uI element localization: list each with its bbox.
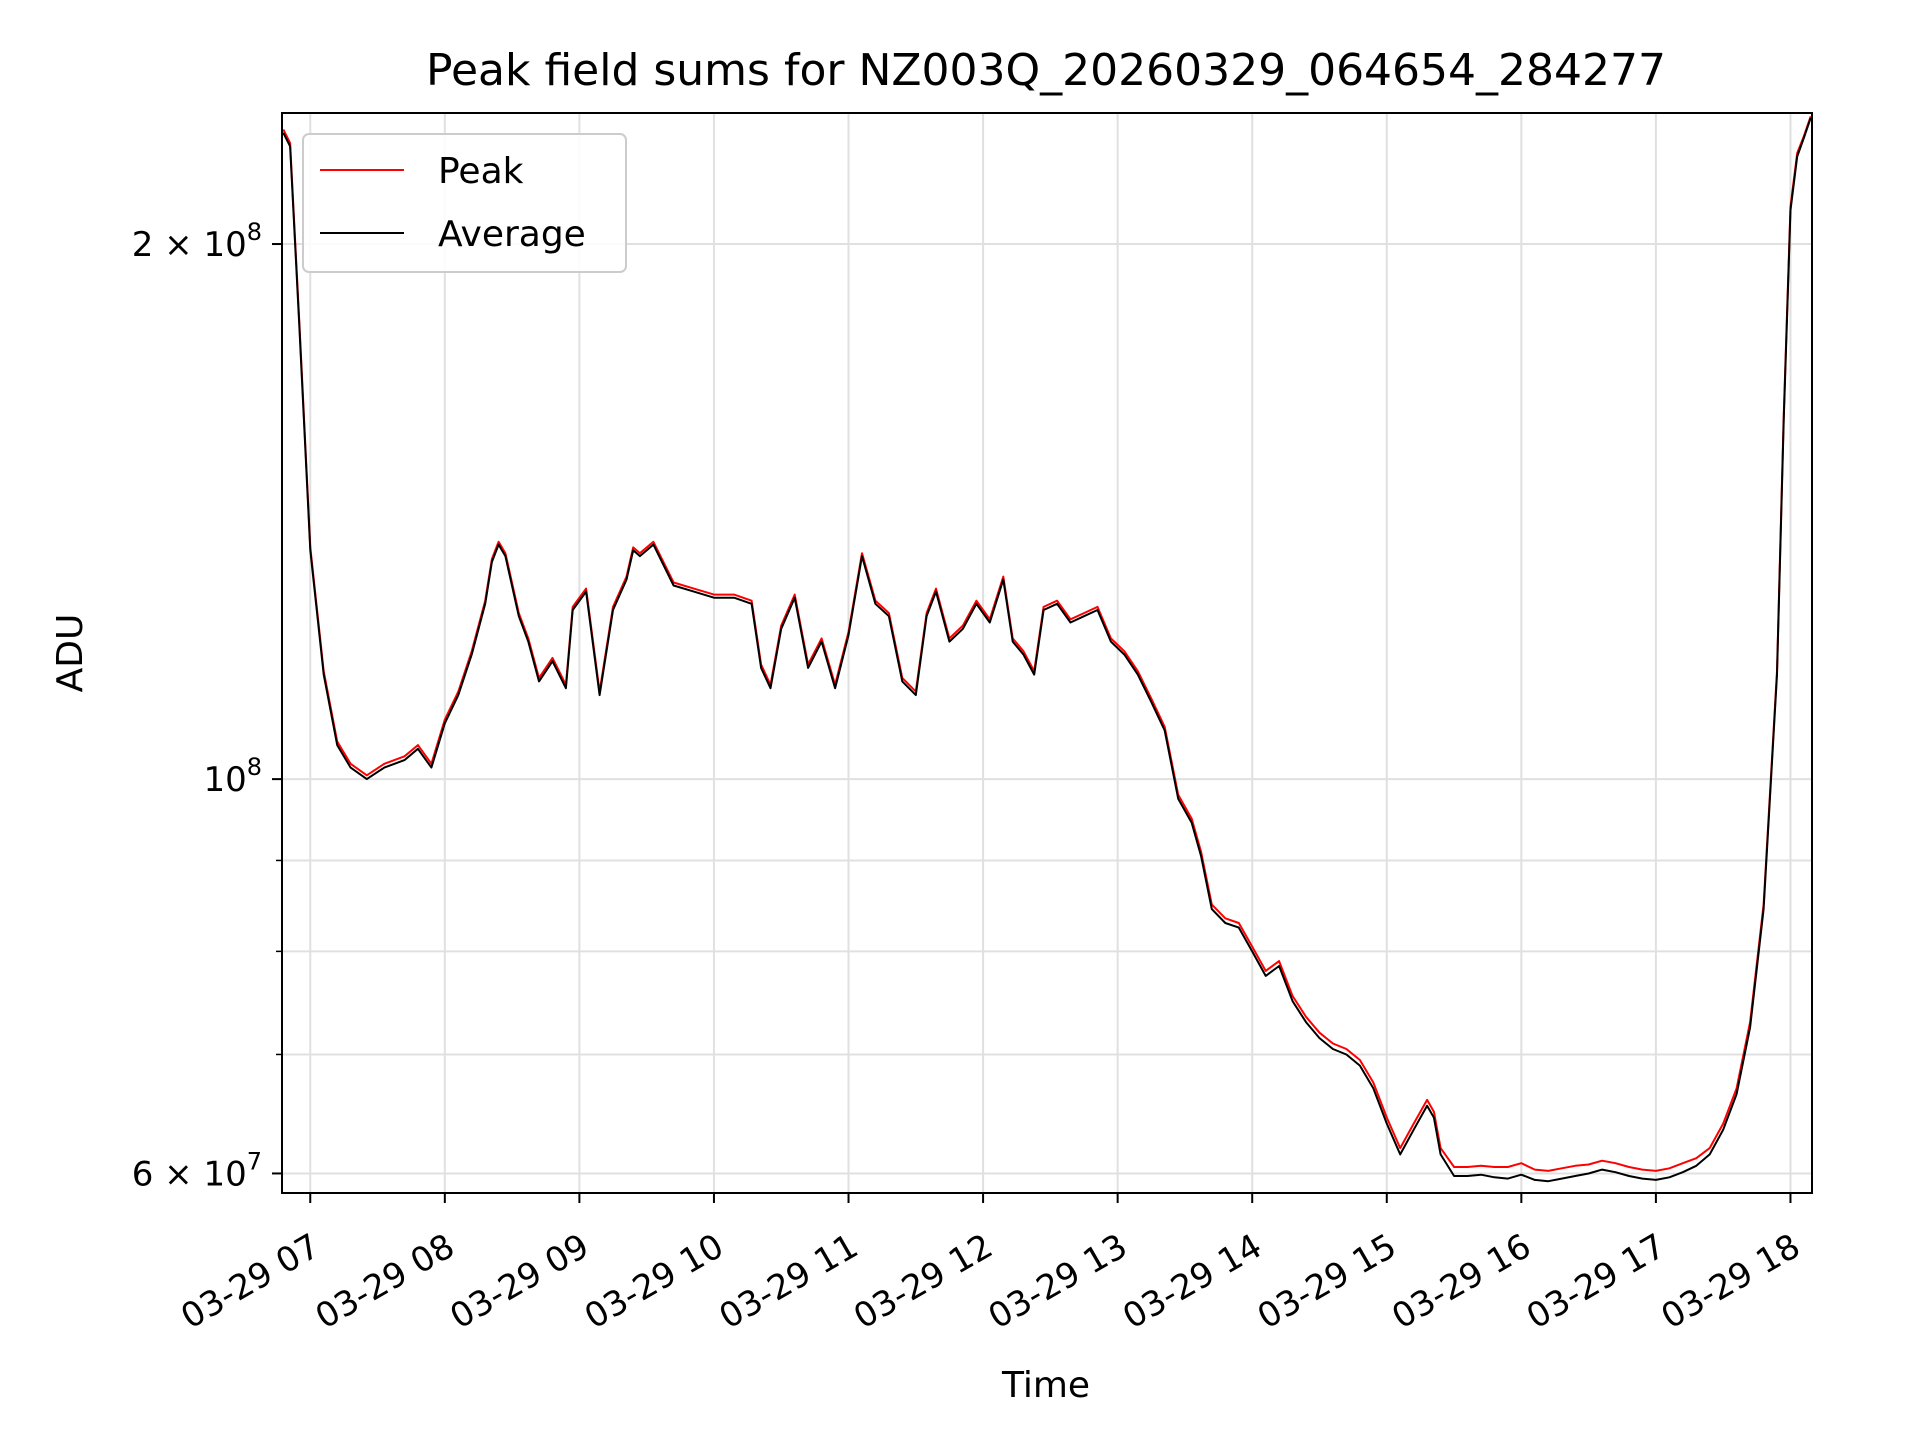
plot-area-frame — [281, 112, 1813, 1194]
y-axis: 6 × 107 108 2 × 108 — [132, 218, 282, 1194]
x-axis-label: Time — [1001, 1365, 1090, 1406]
series-layer — [282, 115, 1812, 1183]
series-line-average — [282, 117, 1812, 1183]
legend: Peak Average — [302, 133, 627, 273]
y-tick-label: 2 × 108 — [132, 218, 262, 265]
y-axis-label: ADU — [50, 614, 91, 693]
grid-layer — [282, 113, 1812, 1193]
legend-label-peak: Peak — [438, 151, 524, 192]
y-tick-label: 108 — [203, 753, 262, 800]
legend-label-average: Average — [438, 214, 586, 255]
chart-title: Peak field sums for NZ003Q_20260329_0646… — [426, 45, 1666, 96]
legend-box — [302, 133, 627, 273]
y-tick-label: 6 × 107 — [132, 1147, 262, 1194]
